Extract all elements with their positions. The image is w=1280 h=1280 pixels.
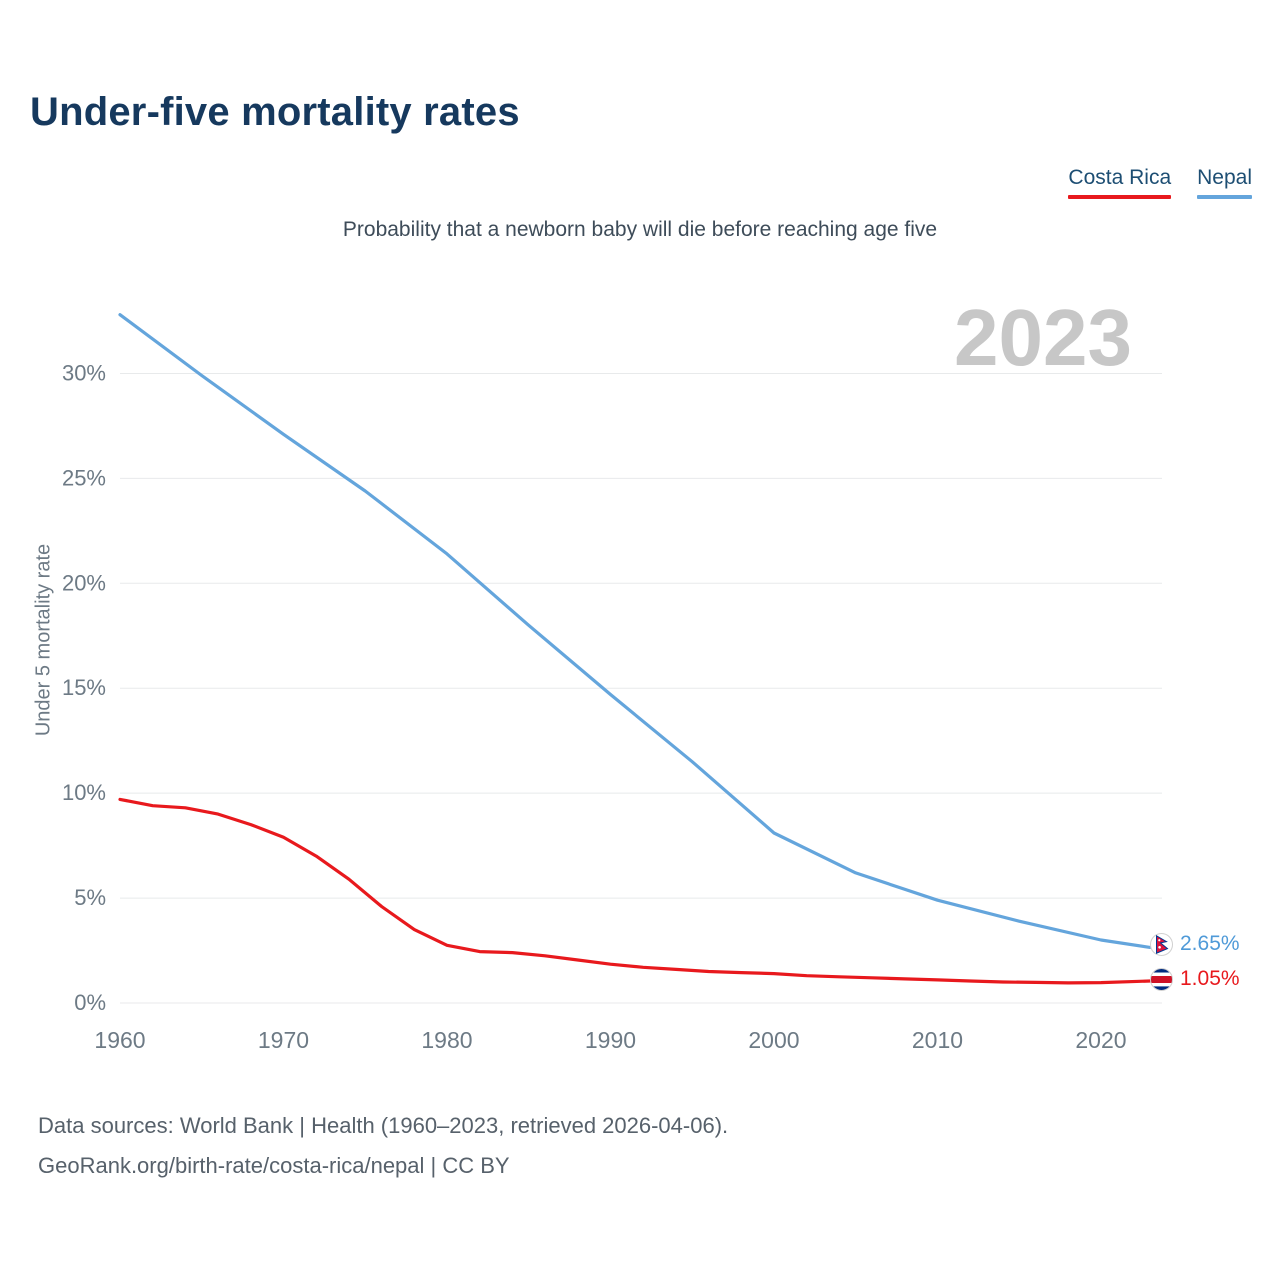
chart-subtitle: Probability that a newborn baby will die… [342,218,938,241]
x-tick-label: 1960 [94,1027,145,1053]
x-tick-label: 2020 [1075,1027,1126,1053]
end-label-costa-rica: 1.05% [1150,967,1240,991]
x-tick-label: 2000 [748,1027,799,1053]
y-tick-label: 10% [62,780,106,805]
legend-underline-costa-rica [1068,195,1172,199]
series-line-nepal [118,313,1152,950]
x-tick-label: 1970 [258,1027,309,1053]
y-tick-label: 20% [62,570,106,595]
legend-item-nepal[interactable]: Nepal [1197,166,1252,199]
x-tick-label: 1990 [585,1027,636,1053]
y-tick-label: 30% [62,360,106,385]
y-tick-label: 5% [74,885,106,910]
year-watermark: 2023 [954,293,1132,382]
nepal-flag-icon [1150,932,1173,956]
end-label-nepal: 2.65% [1150,932,1240,956]
x-tick-label: 2010 [912,1027,963,1053]
line-chart: 0% 5% 10% 15% 20% 25% 30% 1960 1970 1980 1990 2000 2… [62,313,1162,1053]
source-url-line: GeoRank.org/birth-rate/costa-rica/nepal … [38,1152,510,1178]
legend: Costa Rica Nepal [1068,166,1252,199]
end-value-costa-rica: 1.05% [1180,967,1240,990]
costa-rica-flag-icon [1150,967,1173,991]
legend-label-costa-rica: Costa Rica [1068,166,1172,189]
y-tick-label: 15% [62,675,106,700]
end-value-nepal: 2.65% [1180,932,1240,955]
legend-underline-nepal [1197,195,1252,199]
series-line-costa-rica [118,797,1152,985]
page-title: Under-five mortality rates [30,90,520,134]
y-tick-label: 0% [74,990,106,1015]
y-tick-label: 25% [62,465,106,490]
x-tick-label: 1980 [421,1027,472,1053]
attribution-footer: Data sources: World Bank | Health (1960–… [38,1106,728,1185]
legend-label-nepal: Nepal [1197,166,1252,189]
data-sources-line: Data sources: World Bank | Health (1960–… [38,1113,729,1138]
legend-item-costa-rica[interactable]: Costa Rica [1068,166,1172,199]
